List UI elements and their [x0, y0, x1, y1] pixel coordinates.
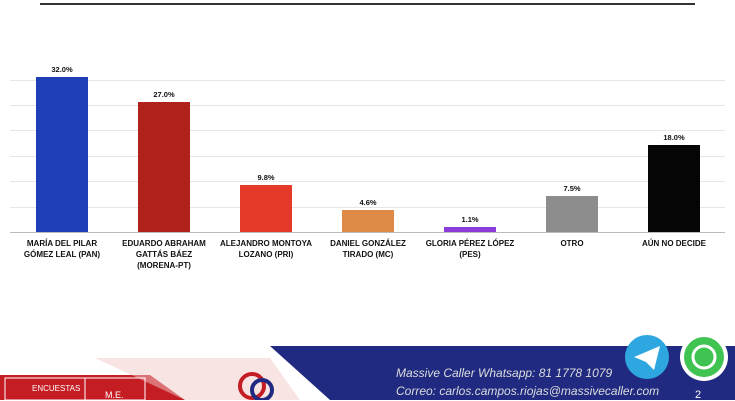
grid-decor	[10, 105, 725, 106]
value-label: 9.8%	[257, 172, 275, 182]
bar	[648, 145, 700, 232]
bar	[444, 226, 496, 232]
footer-shapes	[0, 333, 735, 400]
footer-blue	[270, 346, 735, 400]
footer-red	[0, 375, 185, 400]
grid-decor	[10, 130, 725, 131]
footer-box	[84, 377, 146, 400]
bar	[546, 195, 598, 232]
value-label: 18.0%	[663, 133, 685, 143]
x-tick-label: EDUARDO ABRAHAM GATTÁS BÁEZ (MORENA-PT)	[122, 239, 206, 270]
grid-decor	[10, 156, 725, 157]
logo	[250, 378, 274, 400]
x-tick-label: MARÍA DEL PILAR GÓMEZ LEAL (PAN)	[23, 239, 101, 259]
whatsapp-text: Massive Caller Whatsapp: 81 1778 1079	[396, 366, 613, 380]
value-label: 1.1%	[461, 214, 479, 224]
bar	[342, 209, 394, 232]
x-axis	[10, 232, 725, 233]
value-label: 7.5%	[563, 183, 581, 193]
grid-decor	[10, 181, 725, 182]
email-text: Correo: carlos.campos.riojas@massivecall…	[396, 384, 660, 398]
logo	[238, 372, 266, 400]
bar	[240, 184, 292, 232]
page-number: 2	[695, 389, 702, 401]
x-tick-label: DANIEL GONZÁLEZ TIRADO (MC)	[330, 239, 406, 259]
top-rule	[40, 3, 695, 5]
value-label: 32.0%	[51, 65, 73, 75]
grid-decor	[10, 207, 725, 208]
telegram-glyph	[634, 346, 660, 370]
value-label: 4.6%	[359, 197, 377, 207]
bar	[138, 101, 190, 232]
footer-box-text: M.E.	[105, 390, 124, 400]
whatsapp-icon	[684, 337, 724, 377]
value-label: 27.0%	[153, 89, 175, 99]
x-tick-label: GLORIA PÉREZ LÓPEZ (PES)	[425, 239, 515, 259]
footer-box-text: ENCUESTAS	[32, 384, 81, 393]
x-tick-label: OTRO	[560, 239, 584, 248]
footer-pink	[95, 358, 300, 400]
grid-decor	[10, 80, 725, 81]
whatsapp-glyph	[691, 344, 717, 370]
x-tick-label: AÚN NO DECIDE	[641, 239, 706, 248]
x-tick-label: ALEJANDRO MONTOYA LOZANO (PRI)	[219, 239, 312, 259]
bar	[36, 77, 88, 232]
